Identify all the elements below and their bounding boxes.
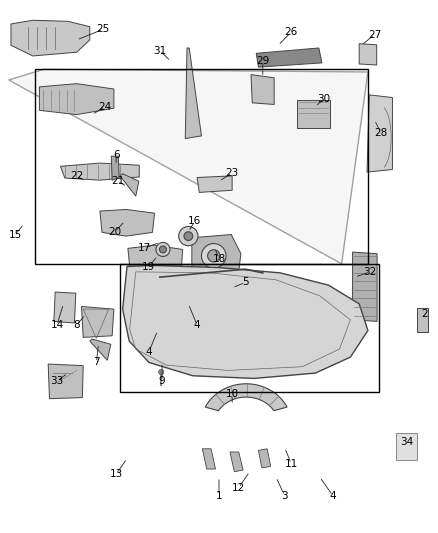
Text: 22: 22: [70, 171, 83, 181]
Polygon shape: [297, 100, 330, 128]
Circle shape: [159, 246, 166, 253]
Polygon shape: [256, 48, 322, 67]
Text: 11: 11: [285, 459, 298, 469]
Text: 26: 26: [285, 27, 298, 37]
Text: 14: 14: [50, 320, 64, 330]
Polygon shape: [367, 95, 392, 172]
Polygon shape: [90, 339, 111, 360]
Text: 31: 31: [153, 46, 166, 55]
Text: 2: 2: [421, 310, 428, 319]
Text: 33: 33: [50, 376, 64, 386]
Text: 28: 28: [374, 128, 388, 138]
Text: 17: 17: [138, 243, 151, 253]
Text: 10: 10: [226, 390, 239, 399]
Circle shape: [159, 369, 164, 375]
Text: 1: 1: [215, 491, 223, 500]
Polygon shape: [9, 69, 368, 264]
Polygon shape: [123, 265, 368, 378]
Polygon shape: [417, 308, 428, 332]
Circle shape: [156, 243, 170, 256]
Text: 5: 5: [242, 278, 249, 287]
Text: 21: 21: [111, 176, 124, 186]
Text: 24: 24: [99, 102, 112, 111]
Text: 4: 4: [145, 347, 152, 357]
Text: 34: 34: [400, 438, 413, 447]
Text: 18: 18: [212, 254, 226, 263]
Text: 6: 6: [113, 150, 120, 159]
Circle shape: [201, 244, 226, 268]
Bar: [35, 69, 368, 264]
Text: 20: 20: [108, 227, 121, 237]
Polygon shape: [39, 84, 114, 115]
Text: 4: 4: [194, 320, 201, 330]
Polygon shape: [230, 452, 243, 472]
Circle shape: [179, 227, 198, 246]
Polygon shape: [185, 48, 201, 139]
Polygon shape: [205, 384, 287, 411]
Polygon shape: [11, 20, 90, 56]
Polygon shape: [396, 433, 417, 460]
Text: 15: 15: [9, 230, 22, 239]
Text: 8: 8: [73, 320, 80, 330]
Circle shape: [208, 249, 220, 262]
Polygon shape: [192, 235, 241, 286]
Polygon shape: [197, 176, 232, 192]
Text: 16: 16: [188, 216, 201, 226]
Text: 12: 12: [232, 483, 245, 492]
Text: 19: 19: [142, 262, 155, 271]
Polygon shape: [359, 44, 377, 65]
Polygon shape: [111, 156, 119, 180]
Polygon shape: [353, 252, 377, 321]
Text: 13: 13: [110, 470, 123, 479]
Text: 23: 23: [226, 168, 239, 178]
Text: 25: 25: [96, 25, 110, 34]
Polygon shape: [258, 449, 271, 468]
Text: 30: 30: [318, 94, 331, 103]
Text: 9: 9: [159, 376, 166, 386]
Polygon shape: [54, 292, 76, 323]
Polygon shape: [81, 306, 114, 337]
Text: 7: 7: [93, 358, 100, 367]
Polygon shape: [120, 174, 139, 196]
Text: 4: 4: [329, 491, 336, 500]
Polygon shape: [60, 163, 139, 180]
Text: 32: 32: [364, 267, 377, 277]
Circle shape: [184, 232, 193, 240]
Bar: [120, 264, 379, 392]
Text: 27: 27: [368, 30, 381, 39]
Text: 3: 3: [281, 491, 288, 500]
Polygon shape: [251, 75, 274, 104]
Polygon shape: [100, 209, 155, 236]
Text: 29: 29: [256, 56, 269, 66]
Polygon shape: [48, 364, 83, 399]
Polygon shape: [202, 449, 215, 469]
Polygon shape: [128, 245, 183, 273]
